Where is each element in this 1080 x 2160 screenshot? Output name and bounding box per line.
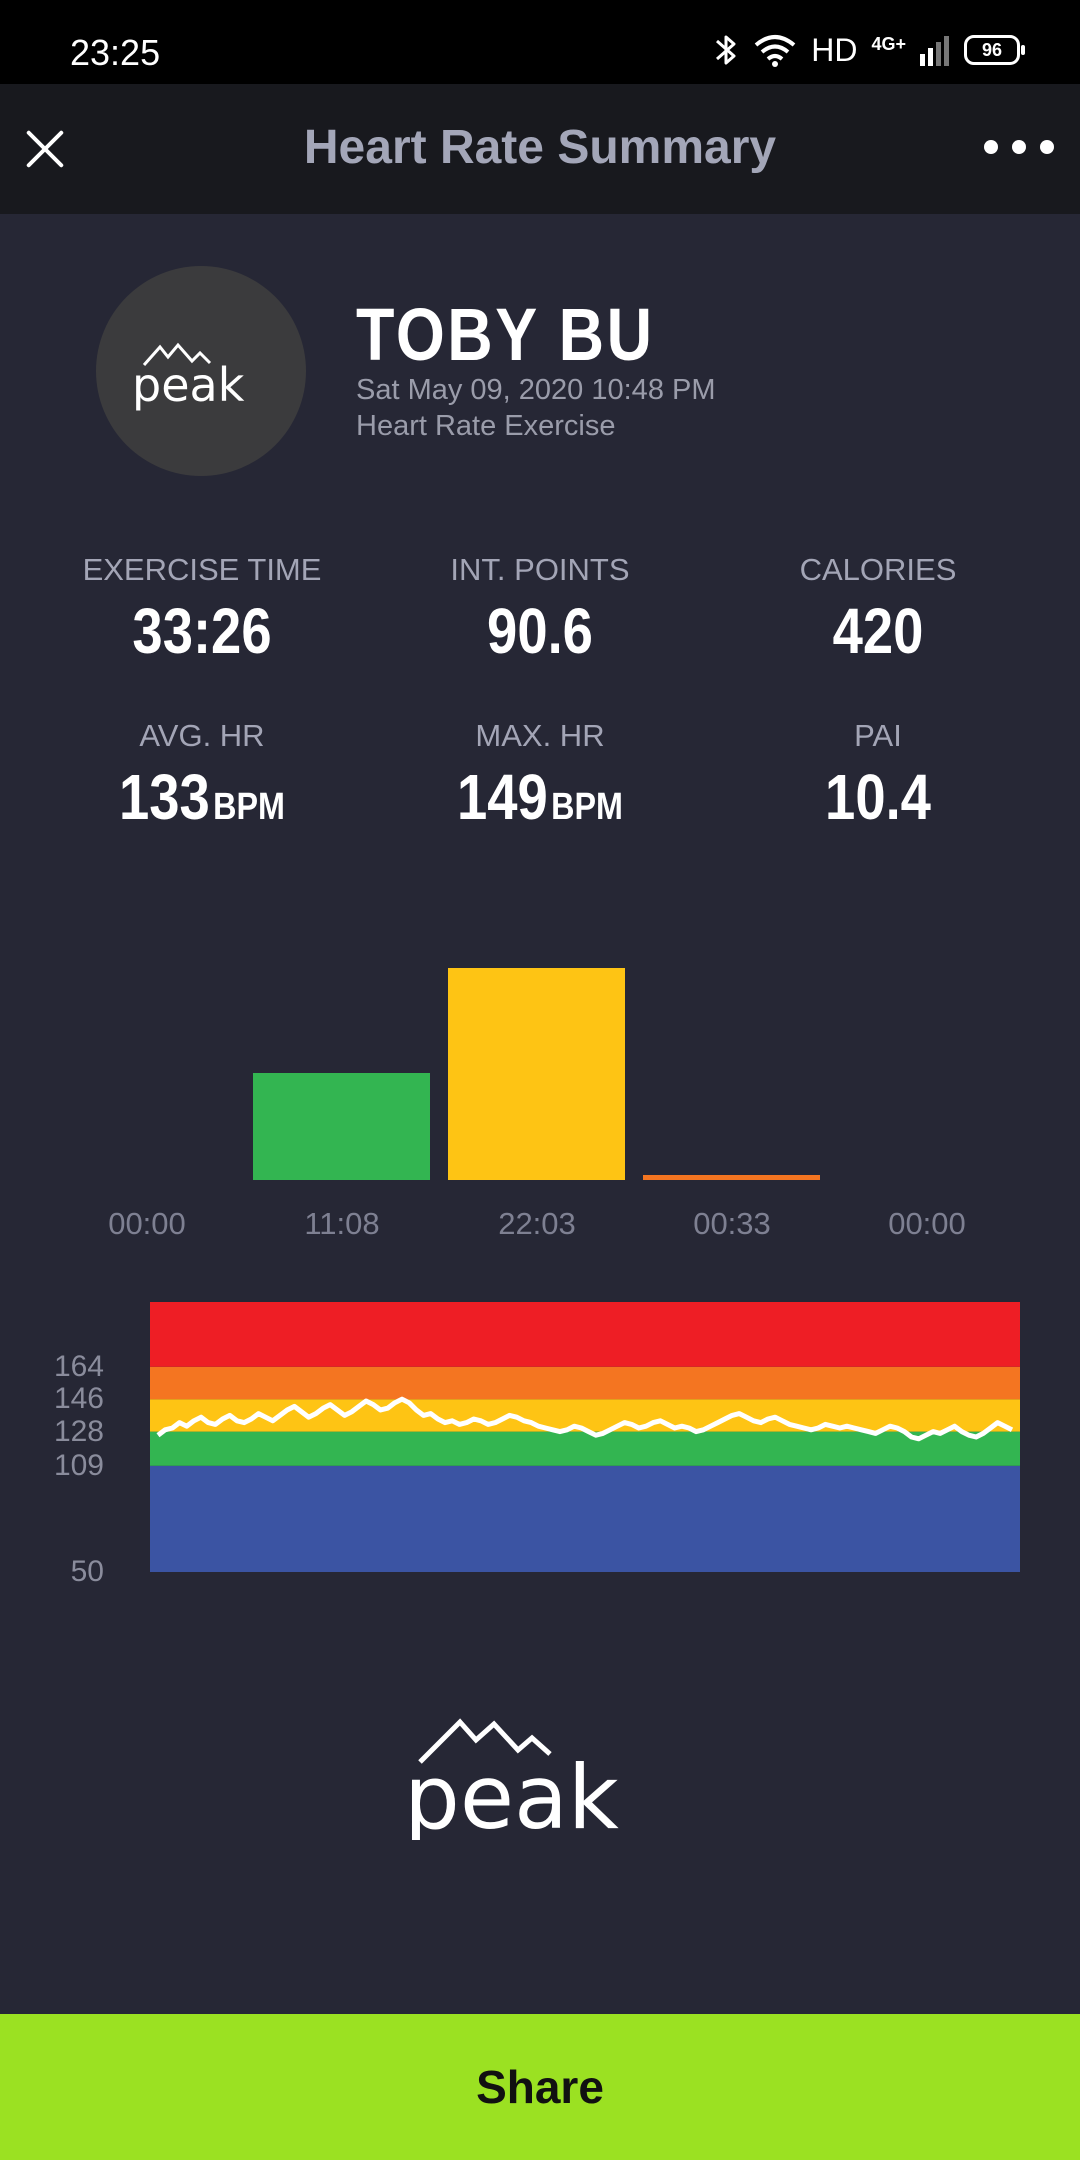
stat-value-wrap: 133BPM <box>58 760 347 834</box>
svg-text:peak: peak <box>404 1746 619 1840</box>
hr-y-tick-label: 128 <box>53 1414 104 1448</box>
hr-y-tick-label: 164 <box>53 1349 104 1383</box>
svg-text:peak: peak <box>132 358 245 411</box>
stat-calories: CALORIES 420 <box>708 552 1048 668</box>
hr-y-tick-label: 109 <box>53 1448 104 1482</box>
peak-logo-icon: peak <box>404 1718 619 1840</box>
stat-unit: BPM <box>551 786 623 828</box>
stat-avg-hr: AVG. HR 133BPM <box>32 718 372 834</box>
more-dot-icon <box>1040 140 1054 154</box>
stat-label: AVG. HR <box>139 718 265 753</box>
bluetooth-icon <box>716 35 736 65</box>
app-bar: Heart Rate Summary <box>0 84 1080 214</box>
stat-label: MAX. HR <box>475 718 605 753</box>
session-datetime: Sat May 09, 2020 10:48 PM <box>356 374 716 406</box>
hr-series-line <box>156 1396 1014 1442</box>
zone-bar-label: 11:08 <box>304 1206 380 1241</box>
stat-label: PAI <box>854 718 902 753</box>
stat-exercise-time: EXERCISE TIME 33:26 <box>32 552 372 668</box>
stat-pai: PAI 10.4 <box>708 718 1048 834</box>
stat-value: 420 <box>832 595 924 667</box>
hr-zone-band <box>150 1366 1020 1400</box>
wifi-icon <box>754 35 796 67</box>
hr-zone-band <box>150 1302 1020 1367</box>
stat-unit: BPM <box>213 786 285 828</box>
zone-bar-label: 22:03 <box>498 1206 576 1241</box>
stat-int-points: INT. POINTS 90.6 <box>370 552 710 668</box>
stat-value: 90.6 <box>487 595 593 667</box>
zone-bar <box>253 1072 430 1180</box>
share-button-label: Share <box>476 2061 604 2113</box>
avatar: peak <box>96 266 306 476</box>
share-button[interactable]: Share <box>0 2014 1080 2160</box>
zone-bar <box>643 1174 820 1180</box>
peak-logo-icon: peak <box>132 342 245 411</box>
page-title: Heart Rate Summary <box>303 121 777 174</box>
network-label: HD <box>811 31 858 68</box>
network-type: 4G+ <box>871 34 906 54</box>
stat-max-hr: MAX. HR 149BPM <box>370 718 710 834</box>
stat-value-wrap: 149BPM <box>396 760 685 834</box>
stat-label: EXERCISE TIME <box>82 552 322 587</box>
status-icons: HD 4G+ 96 <box>713 30 1025 70</box>
hr-zone-band <box>150 1465 1020 1572</box>
stat-value: 10.4 <box>825 761 931 833</box>
heart-rate-graph: 50 109 128 146 164 <box>0 1290 1080 1620</box>
hr-graph-canvas <box>150 1302 1020 1572</box>
zone-bar <box>448 968 625 1180</box>
zone-bar-label: 00:33 <box>693 1206 771 1241</box>
zone-time-chart: 00:00 11:08 22:03 00:33 00:00 <box>0 940 1080 1241</box>
profile-name: TOBY BU <box>356 293 655 376</box>
more-dot-icon <box>1012 140 1026 154</box>
zone-bar-label: 00:00 <box>888 1206 966 1241</box>
signal-icon <box>920 36 949 66</box>
status-time: 23:25 <box>70 32 161 73</box>
hr-zone-band <box>150 1431 1020 1466</box>
hr-y-tick-label: 146 <box>53 1382 104 1416</box>
stat-value: 149 <box>457 761 548 833</box>
battery-icon: 96 <box>964 35 1025 65</box>
zone-bar-label: 00:00 <box>108 1206 186 1241</box>
status-bar: 23:25 HD 4G+ 96 <box>0 0 1080 84</box>
stat-label: INT. POINTS <box>450 552 630 587</box>
stat-label: CALORIES <box>799 552 957 587</box>
stat-value: 133 <box>119 761 210 833</box>
more-dot-icon <box>984 140 998 154</box>
stat-value: 33:26 <box>132 595 272 667</box>
more-options-button[interactable] <box>984 140 1054 154</box>
session-type: Heart Rate Exercise <box>356 410 616 442</box>
hr-y-tick-label: 50 <box>70 1555 104 1588</box>
